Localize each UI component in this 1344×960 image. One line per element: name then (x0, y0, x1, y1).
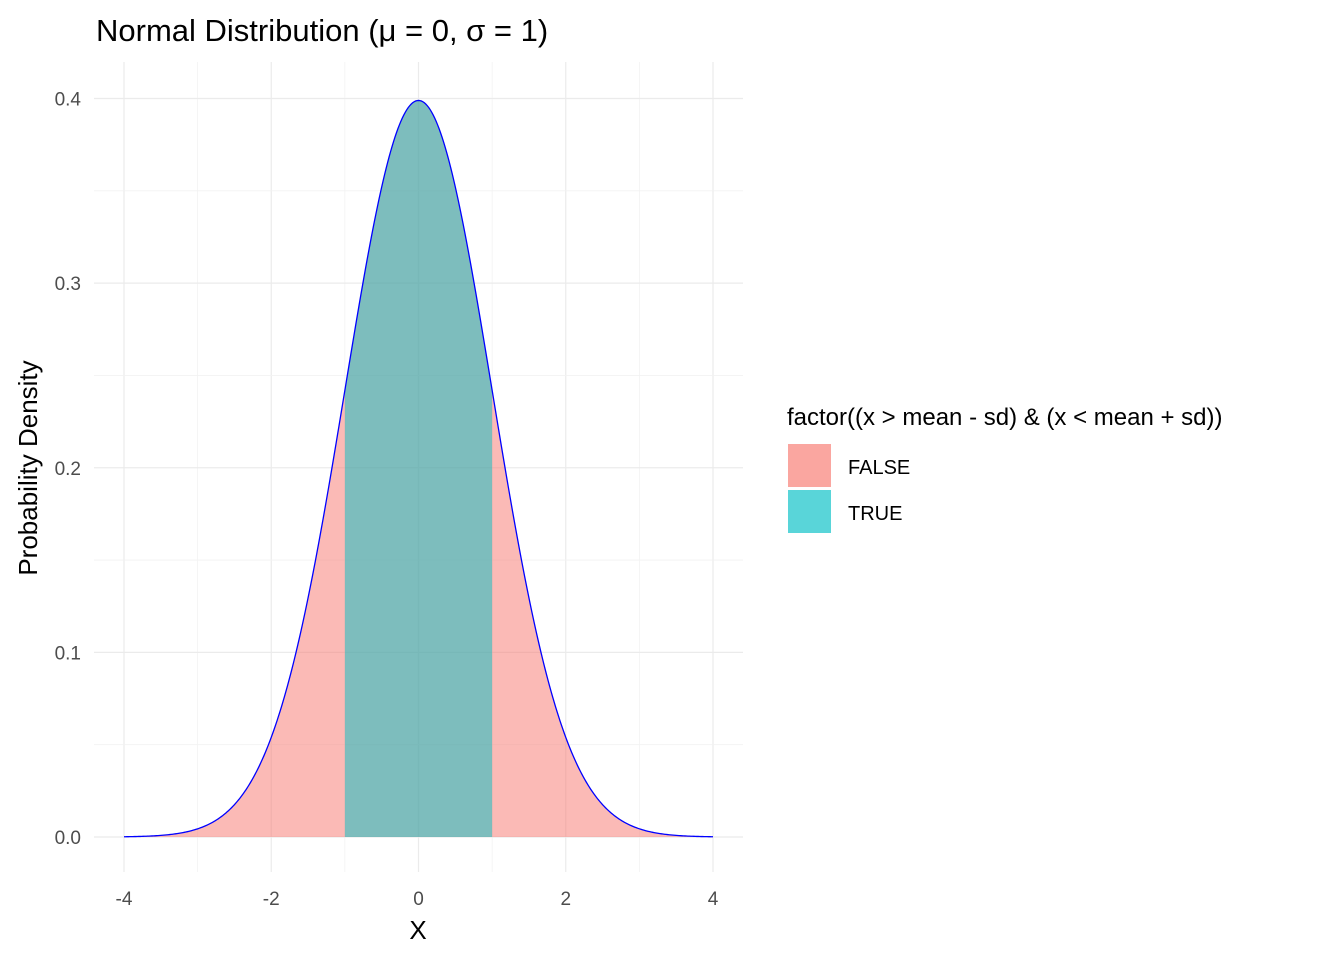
legend-swatch-true (788, 490, 831, 533)
legend-items: FALSE TRUE (788, 444, 910, 533)
x-tick-label: 4 (708, 889, 719, 910)
legend-label-false: FALSE (848, 457, 910, 479)
y-tick-label: 0.1 (55, 643, 81, 664)
y-tick-label: 0.4 (55, 90, 82, 111)
legend-label-true: TRUE (848, 503, 902, 525)
x-axis-title: X (409, 915, 426, 945)
area-true (344, 100, 493, 837)
legend: factor((x > mean - sd) & (x < mean + sd)… (787, 404, 1222, 533)
x-tick-label: -2 (263, 889, 280, 910)
y-axis-title: Probability Density (13, 360, 43, 575)
density-curve-group (123, 99, 714, 838)
density-areas (124, 100, 713, 837)
chart-title: Normal Distribution (μ = 0, σ = 1) (96, 13, 548, 48)
y-tick-label: 0.0 (55, 828, 81, 849)
y-tick-label: 0.2 (55, 459, 81, 480)
x-tick-label: 2 (560, 889, 571, 910)
x-axis-ticks: -4 -2 0 2 4 (116, 889, 719, 910)
x-tick-label: -4 (116, 889, 133, 910)
density-curve (123, 99, 714, 838)
y-tick-label: 0.3 (55, 274, 81, 295)
x-tick-label: 0 (413, 889, 424, 910)
y-axis-ticks: 0.0 0.1 0.2 0.3 0.4 (55, 90, 82, 850)
legend-swatch-false (788, 444, 831, 487)
legend-title: factor((x > mean - sd) & (x < mean + sd)… (787, 404, 1222, 431)
